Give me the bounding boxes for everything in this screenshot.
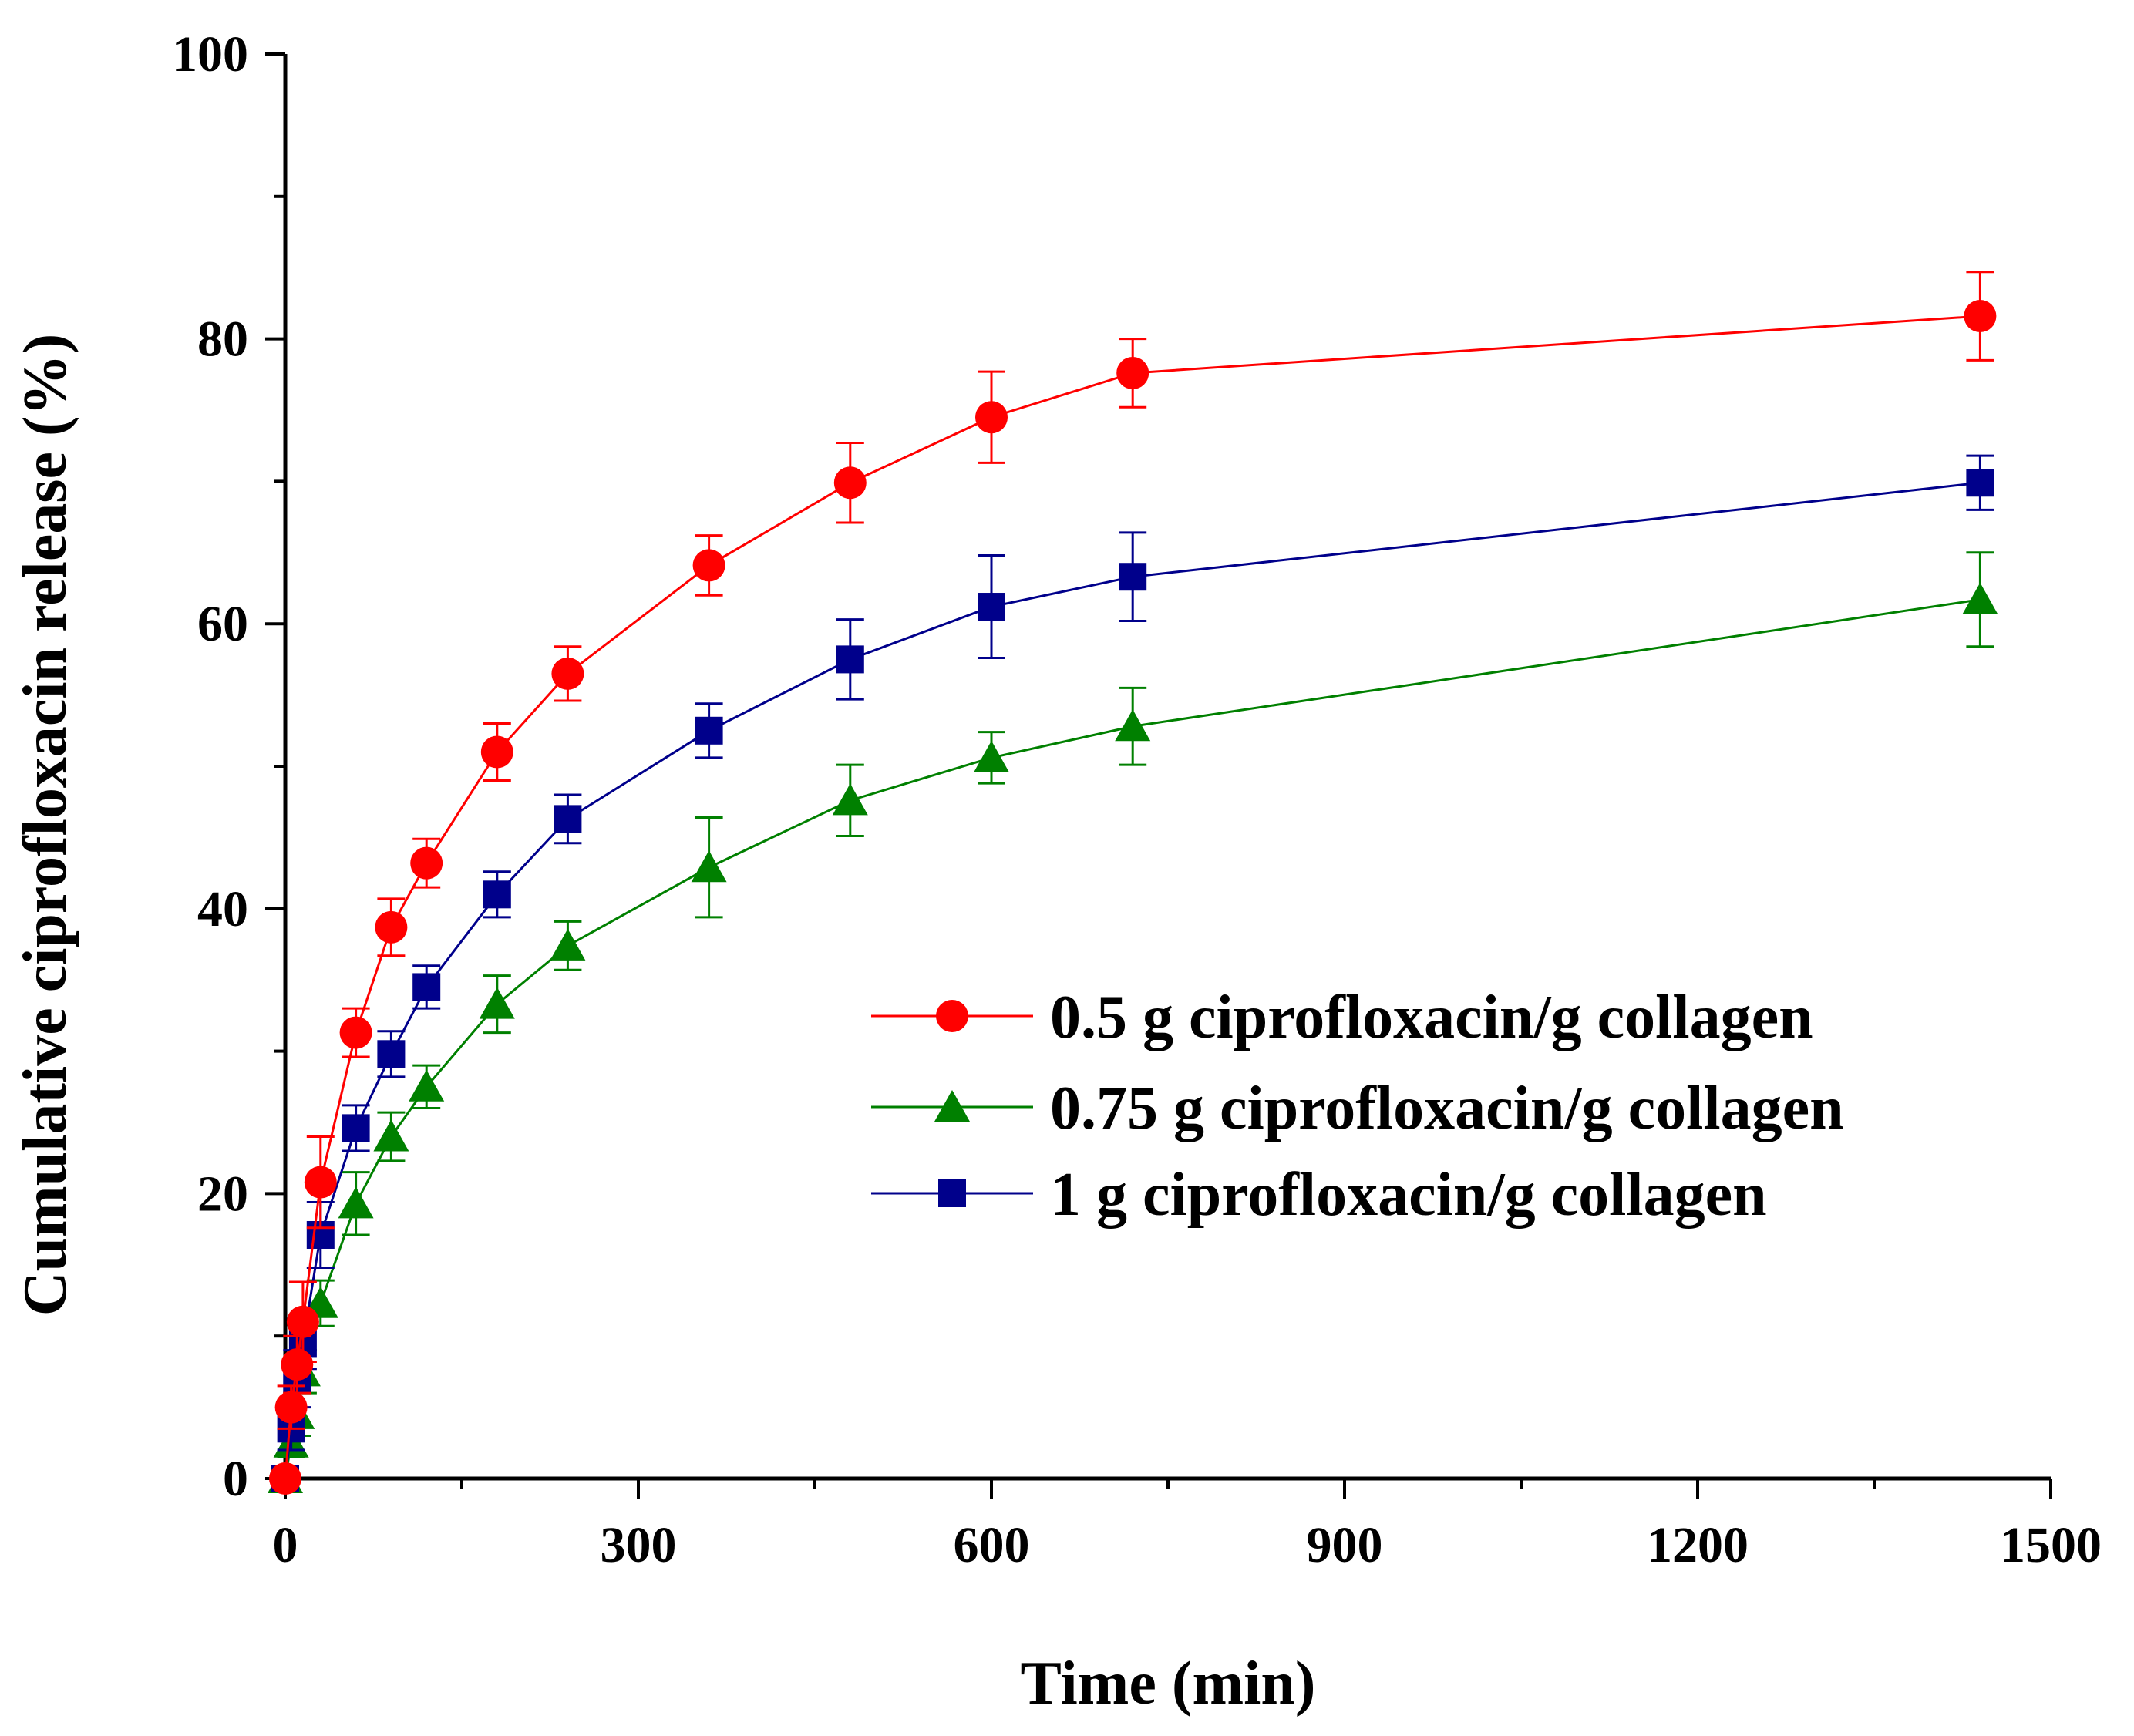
y-tick-label: 0 (223, 1451, 248, 1507)
data-point (833, 466, 867, 500)
x-axis-title: Time (min) (1021, 1650, 1316, 1717)
data-point (269, 1462, 301, 1495)
series-layer (268, 271, 1998, 1495)
data-point (832, 783, 868, 816)
data-point (975, 401, 1008, 434)
data-point (339, 1016, 372, 1049)
data-point (1115, 709, 1151, 742)
legend-label: 0.5 g ciprofloxacin/g collagen (1050, 984, 1813, 1051)
legend-item: 1 g ciprofloxacin/g collagen (871, 1161, 1767, 1229)
data-point (554, 805, 582, 833)
data-point (281, 1348, 314, 1381)
y-tick-label: 20 (197, 1166, 248, 1222)
y-tick-label: 80 (197, 311, 248, 368)
legend-label: 0.75 g ciprofloxacin/g collagen (1050, 1075, 1844, 1142)
data-point (551, 657, 584, 690)
data-point (479, 987, 515, 1019)
data-point (691, 850, 727, 883)
x-tick-label: 900 (1307, 1517, 1383, 1573)
data-point (550, 928, 586, 961)
data-point (373, 1119, 409, 1152)
data-point (1964, 300, 1997, 333)
x-tick-label: 1500 (2000, 1517, 2102, 1573)
series-circle (269, 271, 1997, 1495)
data-point (974, 740, 1009, 772)
y-axis-title: Cumulative ciprofloxacin release (%) (12, 334, 79, 1317)
y-tick-label: 100 (172, 26, 248, 82)
legend-marker (934, 1090, 970, 1122)
axes: 0 300 600 900 1200 1500 0 20 40 60 80 100 (172, 26, 2102, 1573)
data-point (695, 716, 723, 745)
x-tick-label: 600 (954, 1517, 1030, 1573)
legend-item: 0.75 g ciprofloxacin/g collagen (871, 1075, 1844, 1142)
legend: 0.5 g ciprofloxacin/g collagen 0.75 g cip… (871, 984, 1844, 1229)
data-point (274, 1391, 308, 1424)
data-point (409, 1069, 445, 1102)
data-point (410, 846, 443, 880)
data-point (342, 1114, 370, 1142)
data-point (978, 593, 1005, 621)
data-point (375, 910, 408, 944)
data-point (1966, 469, 1994, 497)
data-point (836, 645, 864, 674)
y-tick-label: 60 (197, 596, 248, 652)
data-point (483, 880, 511, 909)
data-point (1119, 563, 1147, 591)
data-point (1962, 582, 1998, 614)
data-point (1116, 356, 1149, 389)
data-point (338, 1186, 374, 1219)
data-point (304, 1166, 337, 1199)
data-point (692, 549, 725, 582)
data-point (480, 735, 513, 769)
legend-marker (936, 1000, 968, 1032)
data-point (286, 1305, 319, 1338)
x-tick-label: 0 (273, 1517, 298, 1573)
legend-marker (938, 1179, 966, 1207)
y-tick-label: 40 (197, 881, 248, 937)
data-point (377, 1040, 406, 1068)
legend-label: 1 g ciprofloxacin/g collagen (1050, 1161, 1767, 1229)
legend-item: 0.5 g ciprofloxacin/g collagen (871, 984, 1813, 1051)
data-point (412, 973, 441, 1001)
x-tick-label: 300 (601, 1517, 677, 1573)
x-tick-label: 1200 (1647, 1517, 1749, 1573)
